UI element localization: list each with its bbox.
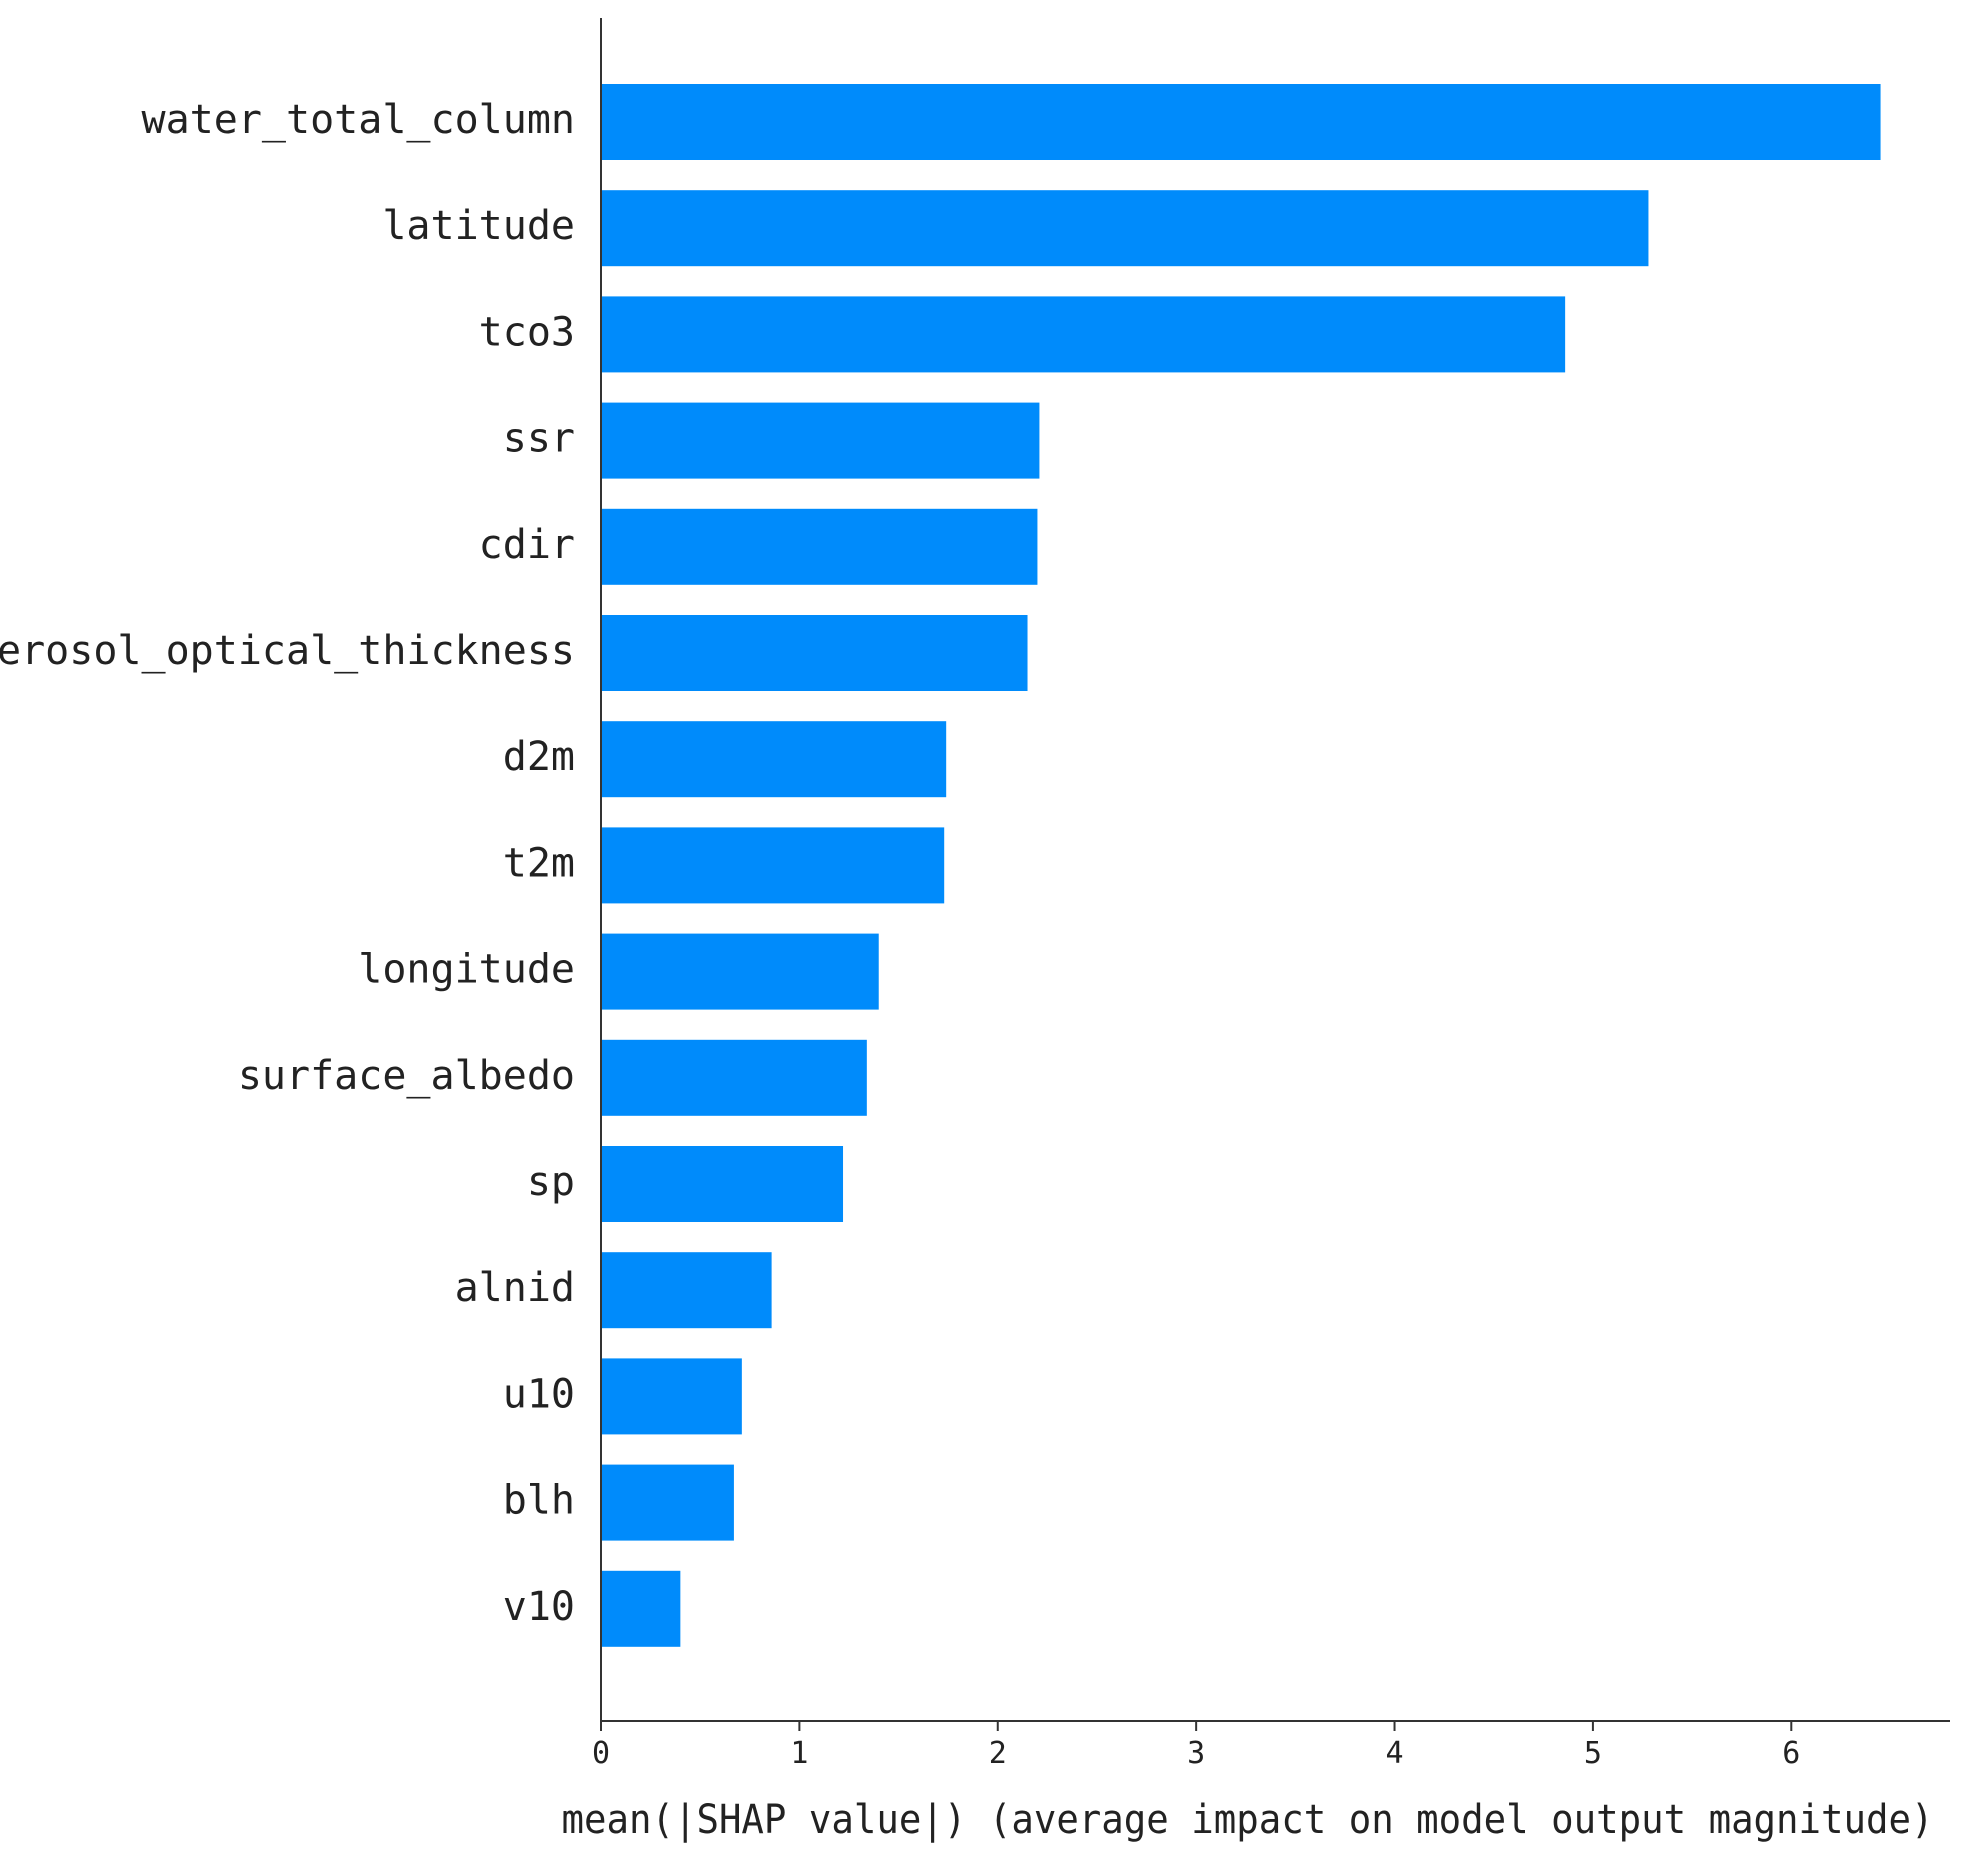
category-label: v10 bbox=[503, 1584, 575, 1630]
category-label: blh bbox=[503, 1478, 575, 1524]
bar-u10 bbox=[601, 1358, 742, 1435]
category-label: sp bbox=[527, 1159, 575, 1205]
bar-v10 bbox=[601, 1570, 681, 1647]
category-label: water_total_column bbox=[142, 97, 575, 143]
category-label: latitude bbox=[382, 203, 575, 249]
category-label: t2m bbox=[503, 840, 575, 886]
bar-aerosol-optical-thickness bbox=[601, 615, 1028, 691]
category-label: surface_albedo bbox=[238, 1053, 575, 1099]
bar-cdir bbox=[601, 508, 1038, 585]
bar-d2m bbox=[601, 721, 947, 798]
x-tick-label: 6 bbox=[1782, 1736, 1800, 1771]
x-tick-label: 3 bbox=[1187, 1736, 1205, 1771]
bar-t2m bbox=[601, 827, 945, 904]
category-label: ssr bbox=[503, 416, 575, 462]
category-label: d2m bbox=[503, 734, 575, 780]
bar-surface-albedo bbox=[601, 1039, 867, 1116]
bar-alnid bbox=[601, 1252, 772, 1329]
x-tick-label: 5 bbox=[1584, 1736, 1602, 1771]
x-axis-label: mean(|SHAP value|) (average impact on mo… bbox=[562, 1797, 1934, 1843]
bar-latitude bbox=[601, 190, 1649, 267]
category-label: tco3 bbox=[479, 309, 575, 355]
x-tick-label: 2 bbox=[989, 1736, 1007, 1771]
bars-layer bbox=[601, 84, 1881, 1647]
category-label: longitude bbox=[358, 947, 575, 993]
bar-water-total-column bbox=[601, 84, 1881, 160]
x-tick-label: 1 bbox=[790, 1736, 808, 1771]
category-label: alnid bbox=[455, 1265, 575, 1311]
x-tick-label: 0 bbox=[592, 1736, 610, 1771]
category-label: aerosol_optical_thickness bbox=[0, 628, 575, 674]
category-label: u10 bbox=[503, 1371, 575, 1417]
bar-longitude bbox=[601, 933, 879, 1010]
category-label: cdir bbox=[479, 522, 575, 568]
bar-sp bbox=[601, 1146, 844, 1222]
bar-blh bbox=[601, 1464, 734, 1541]
bar-tco3 bbox=[601, 296, 1566, 373]
x-tick-label: 4 bbox=[1385, 1736, 1403, 1771]
x-axis-ticks: 0 1 2 3 4 5 6 bbox=[592, 1721, 1800, 1771]
category-labels: water_total_column latitude tco3 ssr cdir aer… bbox=[0, 97, 575, 1630]
bar-ssr bbox=[601, 402, 1040, 479]
